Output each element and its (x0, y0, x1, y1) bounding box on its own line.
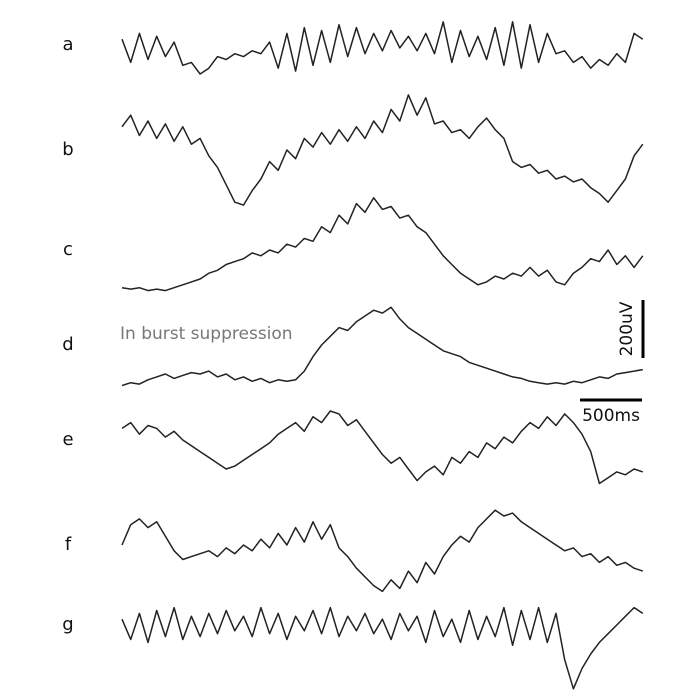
scale-bar-x-label: 500ms (582, 406, 640, 426)
trace (121, 606, 644, 690)
trace-label: b (62, 139, 73, 160)
trace (121, 94, 644, 206)
annotation: In burst suppression (120, 324, 293, 344)
trace (121, 509, 644, 593)
trace (121, 197, 644, 292)
trace-label: f (65, 534, 72, 555)
trace-label: a (62, 34, 73, 55)
trace-label: d (62, 334, 73, 355)
trace (121, 306, 643, 387)
trace (121, 21, 644, 75)
trace (121, 410, 644, 485)
trace-label: e (62, 429, 73, 450)
trace-label: g (62, 614, 73, 635)
scale-bar-y-label: 200uV (617, 301, 637, 356)
trace-label: c (63, 239, 73, 260)
